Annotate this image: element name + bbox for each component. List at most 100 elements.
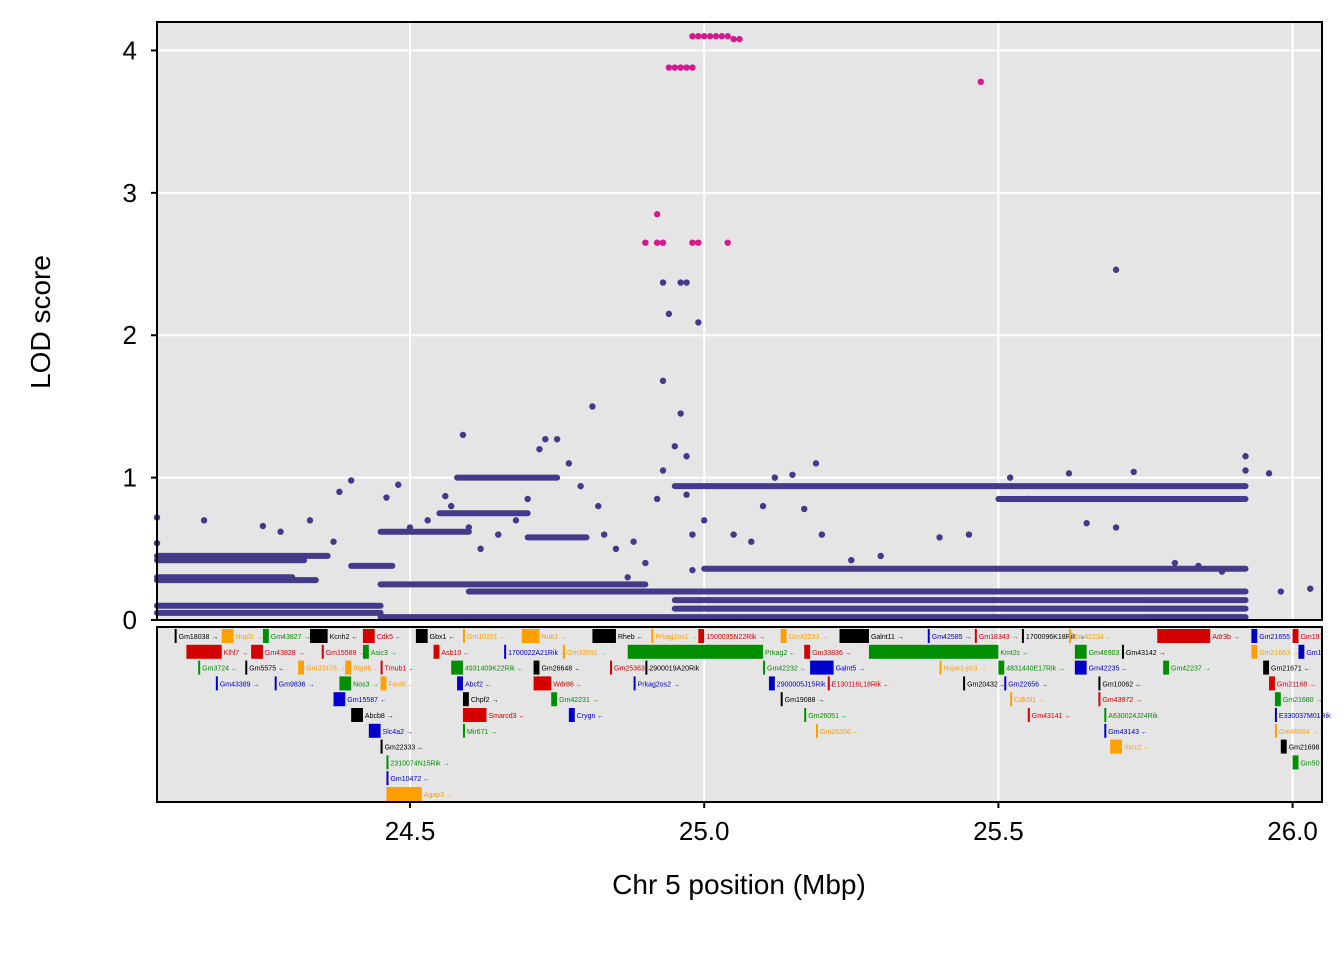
gene-box	[1269, 676, 1275, 691]
gene-label: Gm10062 ←	[1102, 681, 1142, 688]
data-point	[1024, 495, 1032, 503]
data-point	[965, 531, 973, 538]
gene-label: Gm5575 ←	[249, 666, 285, 673]
gene-label: Gm10472 ←	[390, 776, 430, 783]
gene-box	[633, 676, 636, 691]
gene-box	[1274, 723, 1277, 738]
data-point	[700, 33, 708, 40]
gene-label: Gm43143 ←	[1108, 729, 1148, 736]
gene-box	[245, 660, 248, 675]
x-tick-label: 25.0	[679, 816, 730, 846]
gene-box	[551, 692, 558, 707]
gene-box	[333, 692, 346, 707]
data-point	[977, 78, 984, 86]
gene-label: Gm22656 →	[1008, 681, 1048, 688]
y-tick-label: 2	[123, 320, 137, 350]
data-point	[683, 279, 690, 286]
gene-label: Gm21168 →	[1277, 681, 1316, 688]
gene-box	[963, 676, 966, 691]
gene-label: Crygn ←	[577, 713, 605, 720]
x-tick-label: 25.5	[973, 816, 1024, 846]
data-point	[653, 211, 661, 218]
data-point	[1307, 585, 1314, 592]
gene-box	[1263, 660, 1270, 675]
gene-label: Smarcd3 ←	[488, 713, 525, 720]
gene-label: Agap3 →	[424, 792, 453, 799]
gene-label: Gm10221 ←	[467, 634, 507, 641]
data-point	[406, 524, 414, 531]
gene-label: Gm33476 →	[306, 666, 346, 673]
gene-box	[451, 660, 463, 675]
data-point	[801, 505, 808, 513]
gene-label: Gm21680 →	[1283, 697, 1323, 704]
gene-box	[1021, 629, 1024, 643]
data-point	[347, 477, 355, 484]
data-point	[936, 534, 943, 541]
data-point	[695, 319, 702, 326]
gene-box	[380, 739, 383, 754]
data-point	[677, 279, 684, 286]
gene-label: Gm20432 ←	[967, 681, 1007, 688]
gene-box	[1104, 708, 1107, 722]
data-point	[589, 403, 596, 410]
gene-box	[763, 660, 766, 675]
data-point	[665, 64, 673, 71]
data-point	[671, 64, 678, 71]
data-point	[442, 492, 449, 500]
gene-label: Gm43972 →	[1102, 697, 1142, 704]
gene-box	[1292, 755, 1299, 770]
data-point	[512, 517, 520, 524]
gene-box	[521, 629, 540, 643]
gene-box	[1068, 629, 1071, 643]
gene-label: Prkag2os2 →	[638, 681, 680, 688]
x-axis-ticks: 24.5 25.0 25.5 26.0	[385, 802, 1318, 846]
y-tick-label: 4	[123, 35, 137, 65]
data-point	[306, 517, 314, 524]
data-point	[383, 494, 390, 501]
data-point	[700, 517, 708, 524]
data-point	[877, 552, 884, 560]
gene-box	[251, 644, 263, 659]
data-point	[465, 524, 473, 531]
gene-box	[627, 644, 764, 659]
gene-label: Gm197	[1300, 634, 1323, 641]
gene-label: Gm43142 →	[1126, 650, 1166, 657]
gene-box	[221, 629, 234, 643]
gene-label: Gm46904 →	[1279, 729, 1319, 736]
gene-box	[1104, 723, 1107, 738]
gene-label: 4931409K22Rik ←	[465, 666, 524, 673]
gene-box	[533, 676, 552, 691]
data-point	[1265, 470, 1273, 477]
data-point	[724, 33, 731, 40]
gene-label: Gm42232 ←	[767, 666, 807, 673]
gene-box	[1280, 739, 1287, 754]
y-tick-label: 1	[123, 463, 137, 493]
data-point	[1171, 559, 1179, 567]
gene-box	[309, 629, 328, 643]
gene-label: Gm3724 ←	[202, 666, 238, 673]
gene-label: Gm42237 →	[1171, 666, 1211, 673]
data-point	[1242, 453, 1249, 460]
gene-label: Gm43141 ←	[1032, 713, 1072, 720]
gene-label: Galnt5 →	[836, 666, 866, 673]
gene-label: Gm43827 →	[271, 634, 311, 641]
gene-box	[186, 644, 222, 659]
data-point	[659, 377, 667, 384]
gene-label: Gm43389 →	[220, 681, 260, 688]
gene-track: Gm18038 → Nupl2 → Gm43827 → Kcnh2 ← Cdk5 ← Gb…	[174, 629, 1331, 801]
gene-label: Rheb ←	[618, 634, 644, 641]
gene-label: Gm1	[1306, 650, 1321, 657]
data-point	[653, 495, 661, 503]
gene-label: Prkag2os1 →	[655, 634, 697, 641]
gene-box	[380, 676, 387, 691]
data-point	[1065, 470, 1073, 477]
data-point	[336, 488, 343, 496]
data-point	[759, 502, 767, 510]
gene-box	[1110, 739, 1122, 754]
gene-box	[804, 708, 807, 722]
data-point	[542, 435, 549, 443]
gene-label: Klhl7 →	[224, 650, 249, 657]
gene-box	[610, 660, 613, 675]
data-point	[812, 460, 820, 467]
